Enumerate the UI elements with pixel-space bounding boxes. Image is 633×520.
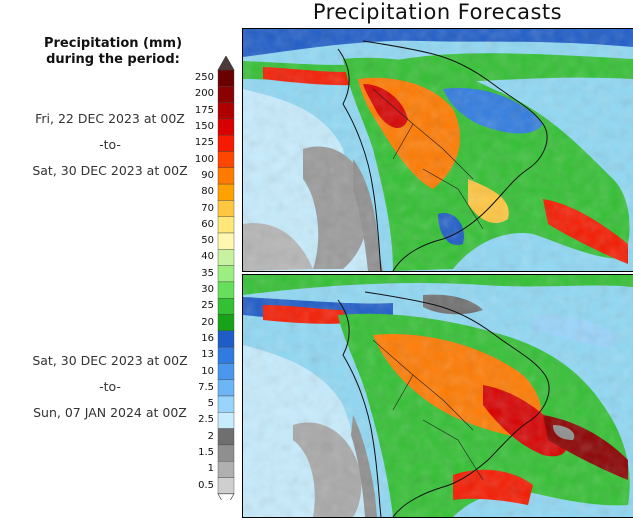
page-title: Precipitation Forecasts — [312, 0, 563, 24]
colorbar-tick-label: 0.5 — [198, 479, 214, 491]
colorbar-swatch — [217, 151, 235, 168]
colorbar-swatch — [217, 167, 235, 185]
period-1-end: Sat, 30 DEC 2023 at 00Z — [32, 163, 188, 178]
period-1-separator: -to- — [99, 137, 121, 152]
colorbar-tick-label: 7.5 — [198, 381, 214, 393]
colorbar-tick-label: 250 — [194, 72, 214, 84]
colorbar-tick-label: 40 — [201, 251, 214, 263]
legend-heading-line2: during the period: — [46, 52, 180, 67]
colorbar-tick-label: 1.5 — [198, 447, 214, 459]
texture-overlay — [243, 29, 633, 271]
colorbar-tick-label: 20 — [201, 316, 214, 328]
period-2-end: Sun, 07 JAN 2024 at 00Z — [33, 405, 187, 420]
colorbar-swatch — [217, 395, 235, 413]
colorbar-swatch — [217, 265, 235, 283]
country-borders — [372, 88, 484, 230]
colorbar-tick-label: 90 — [201, 169, 214, 181]
colorbar-swatch — [217, 249, 235, 266]
period-1-start: Fri, 22 DEC 2023 at 00Z — [35, 111, 185, 126]
period-2-label: Sat, 30 DEC 2023 at 00Z -to- Sun, 07 JAN… — [0, 348, 220, 426]
colorbar-tick-label: 30 — [201, 284, 214, 296]
colorbar-swatch — [217, 477, 235, 494]
colorbar-swatch — [217, 183, 235, 201]
colorbar-tick-label: 60 — [201, 218, 214, 230]
colorbar-tick-label: 50 — [201, 235, 214, 247]
forecast-map-period-1 — [242, 28, 633, 272]
colorbar-swatch — [217, 281, 235, 299]
colorbar-swatch — [217, 69, 235, 87]
map-2-svg — [243, 275, 633, 517]
continent-coastline — [337, 40, 548, 271]
colorbar-swatch — [217, 444, 235, 462]
colorbar-swatch — [217, 314, 235, 331]
colorbar-tick-label: 70 — [201, 202, 214, 214]
colorbar-tick-label: 1 — [207, 463, 214, 475]
colorbar-tick-label: 150 — [194, 121, 214, 133]
colorbar-swatch — [217, 216, 235, 234]
colorbar-swatch — [217, 297, 235, 315]
colorbar-tick-label: 16 — [201, 332, 214, 344]
colorbar-tick-label: 10 — [201, 365, 214, 377]
colorbar-tick-label: 100 — [194, 153, 214, 165]
legend-heading: Precipitation (mm) during the period: — [28, 36, 198, 68]
colorbar-bottom-arrow — [217, 493, 235, 509]
colorbar-tick-label: 175 — [194, 104, 214, 116]
colorbar-swatch — [217, 412, 235, 429]
colorbar-tick-label: 125 — [194, 137, 214, 149]
colorbar-swatch — [217, 346, 235, 364]
colorbar-tick-label: 2.5 — [198, 414, 214, 426]
colorbar-tick-label: 35 — [201, 267, 214, 279]
colorbar-swatch — [217, 428, 235, 446]
colorbar-swatch — [217, 232, 235, 250]
forecast-map-period-2 — [242, 274, 633, 518]
map-1-svg — [243, 29, 633, 271]
legend-heading-line1: Precipitation (mm) — [43, 36, 183, 51]
colorbar-swatch — [217, 118, 235, 136]
colorbar-swatch — [217, 461, 235, 478]
country-borders — [372, 339, 484, 481]
colorbar-swatch — [217, 102, 235, 120]
colorbar-tick-label: 5 — [207, 398, 214, 410]
period-1-label: Fri, 22 DEC 2023 at 00Z -to- Sat, 30 DEC… — [0, 106, 220, 184]
colorbar-swatch — [217, 363, 235, 380]
period-2-separator: -to- — [99, 379, 121, 394]
colorbar-swatch — [217, 330, 235, 348]
colorbar-swatch — [217, 379, 235, 397]
colorbar-swatch — [217, 134, 235, 152]
colorbar-tick-label: 13 — [201, 349, 214, 361]
precipitation-colorbar: 250 200 175 150 125 100 90 80 70 60 50 40 35 30 25 20 16… — [194, 55, 240, 509]
colorbar-swatch — [217, 86, 235, 103]
colorbar-swatch — [217, 200, 235, 217]
colorbar-tick-label: 2 — [207, 430, 214, 442]
period-2-start: Sat, 30 DEC 2023 at 00Z — [32, 353, 188, 368]
colorbar-svg — [217, 55, 235, 509]
colorbar-tick-label: 25 — [201, 300, 214, 312]
colorbar-top-arrow — [217, 55, 235, 71]
colorbar-tick-label: 200 — [194, 88, 214, 100]
continent-coastline — [337, 291, 550, 517]
colorbar-tick-label: 80 — [201, 186, 214, 198]
